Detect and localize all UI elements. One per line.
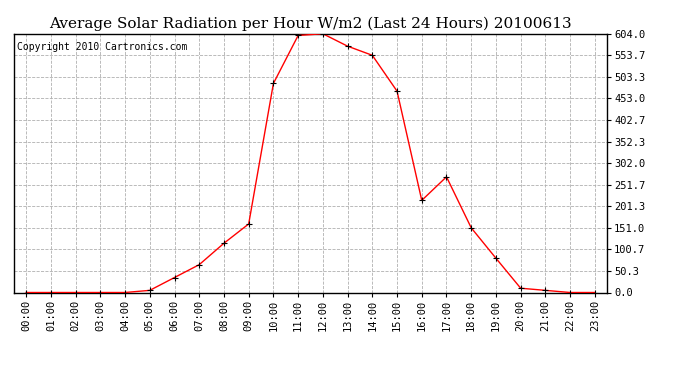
Text: Copyright 2010 Cartronics.com: Copyright 2010 Cartronics.com — [17, 42, 187, 51]
Title: Average Solar Radiation per Hour W/m2 (Last 24 Hours) 20100613: Average Solar Radiation per Hour W/m2 (L… — [49, 17, 572, 31]
